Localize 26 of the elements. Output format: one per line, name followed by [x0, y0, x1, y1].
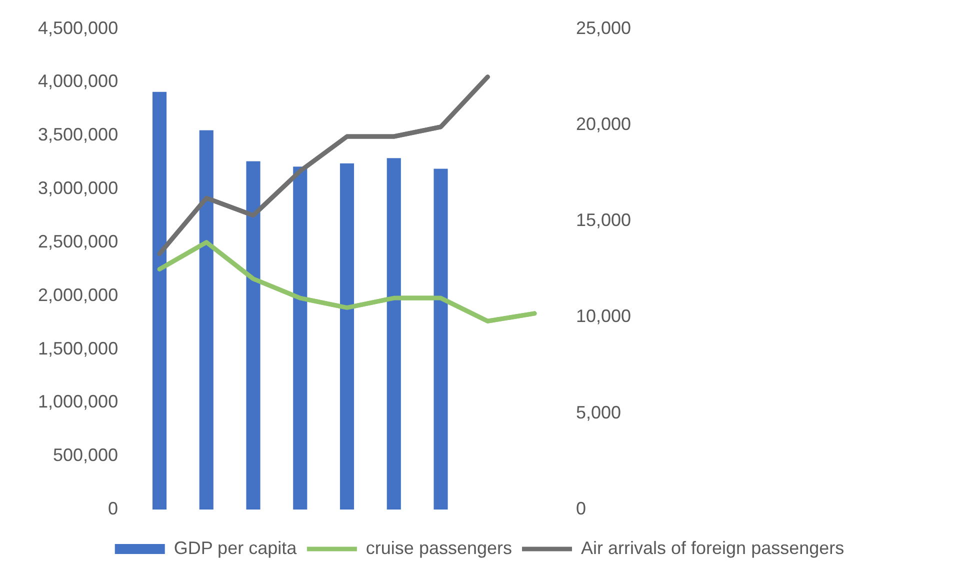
legend-label: cruise passengers	[366, 538, 512, 558]
y-tick-label: 4,500,000	[38, 18, 118, 38]
y2-tick-label: 10,000	[576, 306, 632, 326]
y2-tick-label: 5,000	[576, 402, 621, 422]
y-tick-label: 1,500,000	[38, 338, 118, 358]
y-tick-label: 2,000,000	[38, 284, 118, 305]
bar	[152, 92, 167, 510]
y-tick-label: 3,000,000	[38, 178, 118, 198]
legend-label: Air arrivals of foreign passengers	[581, 538, 844, 558]
y2-tick-label: 0	[576, 498, 586, 519]
bar	[340, 163, 354, 510]
bar	[246, 161, 260, 510]
y-tick-label: 1,000,000	[38, 392, 118, 412]
bar	[434, 168, 448, 510]
y2-tick-label: 20,000	[576, 114, 632, 134]
y-tick-label: 0	[108, 498, 118, 519]
y-tick-label: 3,500,000	[38, 124, 118, 145]
y2-tick-label: 25,000	[576, 18, 632, 38]
y-tick-label: 500,000	[53, 445, 118, 466]
y-tick-label: 2,500,000	[38, 231, 118, 252]
bar	[293, 166, 308, 510]
bar	[386, 158, 401, 510]
bar	[199, 130, 214, 510]
legend-label: GDP per capita	[174, 538, 298, 558]
y2-tick-label: 15,000	[576, 210, 632, 230]
y-tick-label: 4,000,000	[38, 71, 118, 92]
